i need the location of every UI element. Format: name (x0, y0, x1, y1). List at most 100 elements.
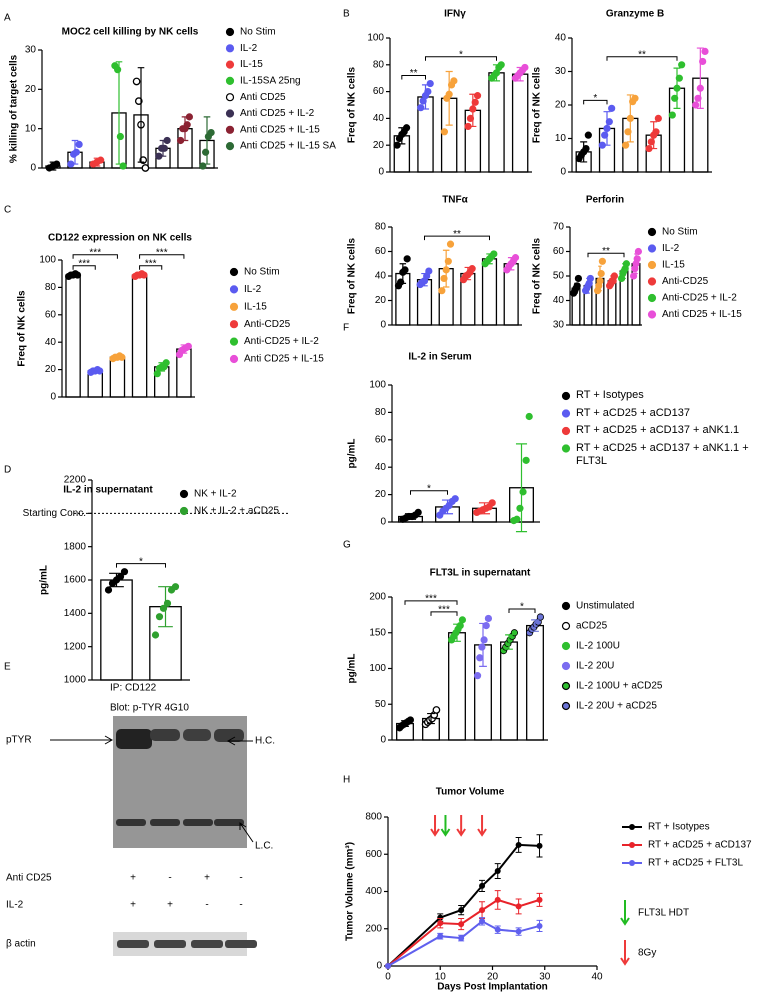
legend-marker (225, 27, 235, 37)
data-point (536, 613, 545, 621)
error-bar (505, 634, 513, 650)
chart-title: Granzyme B (606, 9, 664, 20)
light-chain-band (183, 819, 213, 826)
data-point (151, 631, 160, 639)
significance-bracket (139, 254, 185, 259)
panel-letter: B (343, 9, 350, 20)
data-point (414, 508, 422, 517)
legend-label: No Stim (244, 267, 280, 278)
significance-label: *** (438, 605, 450, 616)
significance-label: ** (602, 246, 610, 257)
condition-sign: - (239, 900, 242, 911)
y-tick-label: Starting Conc. (23, 508, 86, 519)
data-point (694, 94, 702, 102)
legend-label: RT + aCD25 + aCD137 + aNK1.1 + FLT3L (576, 441, 749, 467)
error-bar (486, 253, 493, 265)
y-axis-label: Freq of NK cells (532, 67, 543, 144)
error-bar (69, 273, 77, 278)
legend-label: IL-2 (244, 284, 262, 295)
legend-label: Anti-CD25 + IL-2 (662, 293, 737, 304)
y-tick-label: 30 (25, 45, 37, 56)
data-point (652, 128, 660, 136)
data-point (417, 104, 425, 112)
data-point (473, 92, 482, 100)
y-tick-label: 60 (375, 434, 387, 445)
legend-marker (647, 244, 657, 253)
data-point (479, 882, 486, 889)
data-point (437, 920, 444, 927)
y-tick-label: 0 (380, 517, 386, 528)
legend-label: IL-15SA 25ng (240, 76, 301, 87)
y-tick-label: 100 (39, 255, 56, 266)
y-tick-label: 1400 (64, 608, 87, 619)
legend-label: No Stim (240, 27, 276, 38)
y-tick-label: 150 (369, 627, 386, 638)
legend-marker (225, 76, 235, 86)
data-point (160, 144, 168, 152)
data-point (629, 272, 638, 280)
data-point (141, 164, 150, 172)
y-tick-label: 0 (380, 735, 386, 746)
legend-marker (229, 320, 239, 329)
legend-label: NK + IL-2 (194, 489, 237, 500)
data-point (446, 240, 455, 248)
legend-label-box: RT + aCD25 + aCD137 (576, 407, 690, 419)
y-tick-label: 40 (375, 462, 387, 473)
error-bar (158, 586, 173, 628)
data-point (484, 614, 493, 623)
data-point (155, 613, 164, 621)
y-tick-label: 40 (375, 271, 387, 282)
y-tick-label: 0 (560, 167, 566, 178)
heavy-chain-band (214, 729, 244, 742)
data-point (96, 367, 104, 375)
data-point (597, 269, 605, 278)
legend-label: RT + aCD25 + FLT3L (648, 858, 743, 869)
bar (481, 258, 498, 326)
data-point (668, 111, 676, 119)
error-bar (603, 111, 611, 146)
legend-label: RT + Isotypes (576, 389, 644, 401)
light-chain-band (116, 819, 146, 826)
chart-title: TNFα (442, 195, 468, 206)
legend-marker (179, 506, 189, 516)
error-bar (158, 362, 166, 372)
legend-label: IL-2 100U + aCD25 (576, 681, 663, 692)
y-tick-label: 20 (375, 295, 387, 306)
data-point (519, 488, 527, 496)
data-point (424, 88, 432, 96)
data-point (601, 131, 609, 139)
y-tick-label: 50 (553, 271, 565, 282)
heavy-chain-band (183, 729, 211, 741)
legend-marker (229, 302, 239, 311)
error-bar (580, 141, 588, 163)
label-arrow (50, 735, 114, 745)
significance-label: *** (425, 594, 437, 605)
data-point (450, 77, 458, 85)
bar (488, 72, 505, 173)
data-point (480, 636, 488, 644)
legend-label: Anti-CD25 (662, 276, 709, 287)
treatment-arrow (477, 815, 487, 837)
bar (109, 356, 126, 398)
data-point (171, 583, 180, 591)
legend-marker (229, 285, 239, 294)
data-point (437, 914, 444, 921)
legend-marker (179, 489, 189, 499)
y-tick-label: 100 (367, 33, 384, 44)
data-point (631, 94, 639, 102)
data-point (513, 515, 521, 523)
legend-marker (629, 824, 635, 830)
data-point (438, 287, 446, 295)
error-bar (453, 623, 461, 642)
error-bar (91, 369, 99, 373)
treatment-arrow (456, 815, 466, 837)
legend-marker (229, 354, 239, 364)
data-point (536, 896, 543, 903)
y-axis-label: pg/mL (347, 654, 358, 684)
legend-marker (225, 109, 235, 118)
significance-label: *** (78, 258, 90, 269)
legend-arrow (620, 900, 630, 926)
significance-bracket (410, 490, 448, 495)
bar (500, 641, 518, 741)
